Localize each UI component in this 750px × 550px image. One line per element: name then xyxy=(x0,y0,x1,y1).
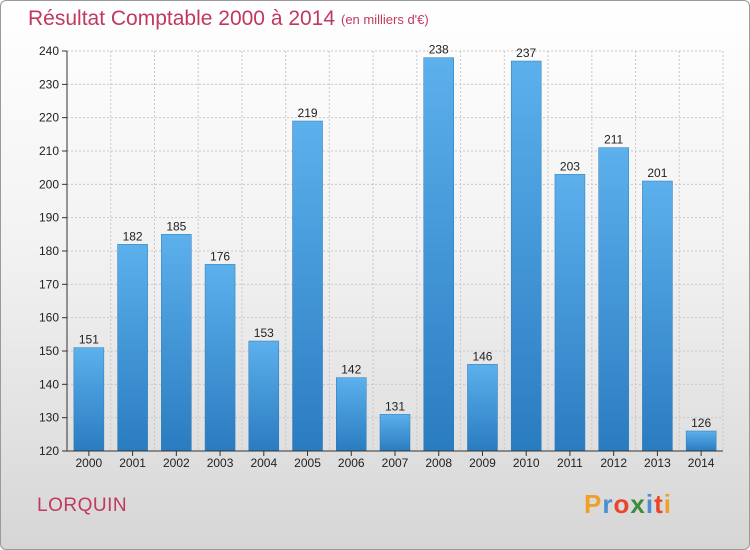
bar-2000 xyxy=(73,347,105,452)
chart-subtitle: (en milliers d'€) xyxy=(341,12,429,27)
data-label-2010: 237 xyxy=(516,46,536,60)
x-tick-label-2005: 2005 xyxy=(294,456,321,470)
data-label-2005: 219 xyxy=(298,106,318,120)
data-label-2007: 131 xyxy=(385,399,405,413)
bar-2003 xyxy=(204,264,236,452)
x-tick-label-2014: 2014 xyxy=(688,456,715,470)
data-label-2004: 153 xyxy=(254,326,274,340)
x-tick-label-2011: 2011 xyxy=(557,456,583,470)
bar-2005 xyxy=(292,120,323,452)
data-label-2011: 203 xyxy=(560,159,580,173)
bar-2008 xyxy=(423,57,454,452)
data-label-2014: 126 xyxy=(691,416,711,430)
data-label-2001: 182 xyxy=(123,229,143,243)
bar-2014 xyxy=(685,430,717,452)
x-tick-label-2004: 2004 xyxy=(250,456,277,470)
data-label-2006: 142 xyxy=(341,363,361,377)
x-tick-label-2003: 2003 xyxy=(207,456,234,470)
logo-letter: i xyxy=(645,489,655,519)
x-tick-label-2002: 2002 xyxy=(163,456,190,470)
x-tick-label-2010: 2010 xyxy=(513,456,540,470)
chart-title: Résultat Comptable 2000 à 2014 xyxy=(28,7,336,30)
x-tick-label-2006: 2006 xyxy=(338,456,365,470)
proxiti-logo: Proxiti xyxy=(584,489,672,520)
bar-2013 xyxy=(642,180,673,452)
data-label-2003: 176 xyxy=(210,249,230,263)
y-tick-label-150: 150 xyxy=(39,344,59,358)
x-tick-label-2013: 2013 xyxy=(644,456,671,470)
logo-letter: o xyxy=(613,489,631,519)
y-tick-label-170: 170 xyxy=(39,277,59,291)
x-tick-label-2007: 2007 xyxy=(382,456,409,470)
data-label-2013: 201 xyxy=(647,166,667,180)
x-tick-label-2001: 2001 xyxy=(119,456,146,470)
y-tick-label-210: 210 xyxy=(39,144,59,158)
y-tick-label-140: 140 xyxy=(39,377,59,391)
logo-letter: x xyxy=(630,489,646,519)
y-tick-label-240: 240 xyxy=(39,44,59,58)
logo-letter: P xyxy=(584,489,603,519)
bar-2006 xyxy=(336,377,367,452)
data-label-2002: 185 xyxy=(166,219,186,233)
y-tick-label-120: 120 xyxy=(39,444,59,458)
bar-2004 xyxy=(248,340,280,452)
y-tick-label-160: 160 xyxy=(39,311,59,325)
bar-2002 xyxy=(161,234,192,452)
x-tick-label-2000: 2000 xyxy=(76,456,103,470)
data-label-2008: 238 xyxy=(429,43,449,57)
logo-letter: r xyxy=(602,489,614,519)
y-tick-label-180: 180 xyxy=(39,244,59,258)
bar-2007 xyxy=(379,414,411,452)
x-tick-label-2009: 2009 xyxy=(469,456,496,470)
bar-2011 xyxy=(554,174,586,452)
y-tick-label-200: 200 xyxy=(39,177,59,191)
location-label: LORQUIN xyxy=(37,495,128,516)
logo-letter: i xyxy=(663,489,672,519)
y-tick-label-220: 220 xyxy=(39,111,59,125)
bar-2010 xyxy=(510,60,542,452)
x-tick-label-2008: 2008 xyxy=(425,456,452,470)
data-label-2009: 146 xyxy=(472,349,492,363)
bar-2009 xyxy=(467,364,498,452)
y-tick-label-230: 230 xyxy=(39,77,59,91)
x-tick-label-2012: 2012 xyxy=(600,456,627,470)
data-label-2000: 151 xyxy=(79,333,99,347)
logo-letter: t xyxy=(654,489,664,519)
bar-2001 xyxy=(117,244,148,452)
y-tick-label-130: 130 xyxy=(39,411,59,425)
bar-2012 xyxy=(598,147,629,452)
y-tick-label-190: 190 xyxy=(39,211,59,225)
data-label-2012: 211 xyxy=(604,133,623,147)
